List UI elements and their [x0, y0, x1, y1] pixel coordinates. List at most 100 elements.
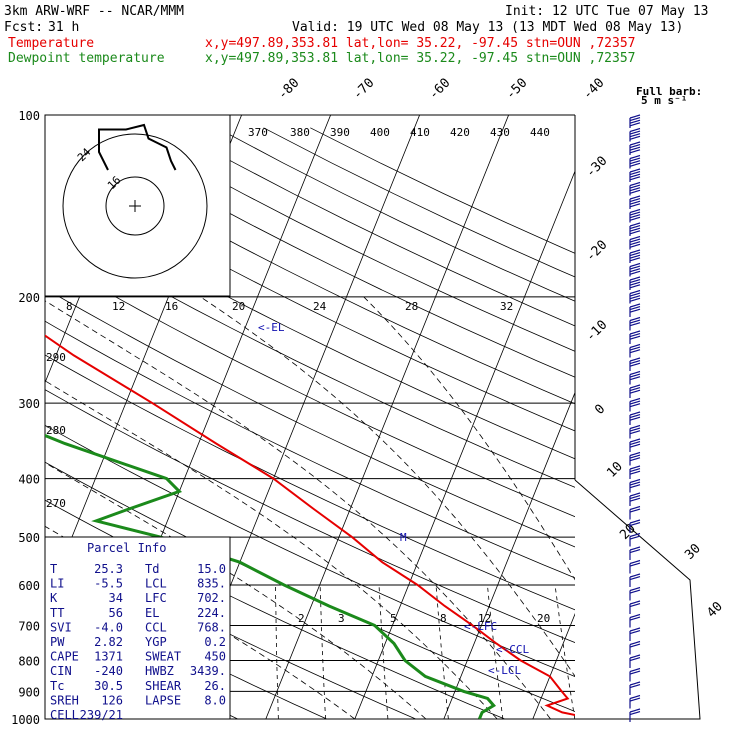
isotherm-line [532, 612, 575, 719]
wind-barb-flag [629, 257, 641, 262]
wind-barb-flag [629, 198, 641, 203]
wind-barb-flag [629, 146, 641, 151]
temperature-location: x,y=497.89,353.81 lat,lon= 35.22, -97.45… [205, 36, 635, 51]
dewpoint-legend: Dewpoint temperature [8, 51, 165, 66]
parcel-key: CIN [50, 664, 72, 678]
dry-adiabat-line [45, 194, 575, 460]
parcel-value: -5.5 [94, 577, 123, 591]
temperature-tick-label: -30 [583, 154, 610, 181]
parcel-value: -240 [94, 664, 123, 678]
wind-barb-flag [629, 254, 641, 259]
wind-barb-flag [629, 711, 641, 716]
wind-barb-flag [629, 262, 641, 268]
wind-barb-flag [629, 586, 641, 592]
forecast-hour: 31 h [48, 20, 79, 35]
wind-barb-flag [629, 117, 641, 122]
wind-barb-flag [629, 600, 641, 605]
wind-barb-flag [629, 208, 641, 214]
parcel-key: EL [145, 606, 159, 620]
wind-barb-flag [629, 519, 641, 524]
parcel-value: 702. [197, 591, 226, 605]
barb-legend-units: 5 m s⁻¹ [641, 94, 687, 107]
wind-barb-flag [629, 333, 641, 338]
theta-label: 400 [370, 126, 390, 139]
temperature-tick-label: -80 [275, 76, 302, 103]
wind-barb-flag [629, 252, 641, 257]
forecast-label: Fcst: [4, 20, 43, 35]
isotherm-line [265, 115, 510, 719]
wind-barb-flag [629, 505, 641, 511]
wind-barb-flag [629, 657, 641, 662]
parcel-key: CCL [145, 620, 167, 634]
wind-barb-flag [629, 484, 641, 489]
mixing-ratio-label: 20 [537, 612, 550, 625]
parcel-key: YGP [145, 635, 167, 649]
pressure-label: 500 [18, 531, 40, 545]
wind-barb-flag [629, 384, 641, 389]
parcel-key: SWEAT [145, 650, 181, 664]
dry-adiabat-line [263, 127, 575, 278]
temperature-tick-label: -10 [583, 318, 610, 345]
parcel-info-frame [44, 536, 231, 720]
theta-label: 290 [46, 351, 66, 364]
pressure-label: 600 [18, 579, 40, 593]
wind-barb-flag [629, 154, 641, 160]
wind-barb-flag [629, 200, 641, 205]
wind-barb-flag [629, 211, 641, 216]
theta-label: 420 [450, 126, 470, 139]
wind-barb-flag [629, 189, 641, 194]
wind-barb-flag [629, 238, 641, 243]
wind-barb-flag [629, 316, 641, 322]
wind-barb-flag [629, 230, 641, 235]
dry-adiabat-line [76, 127, 575, 378]
wind-barb-flag [629, 184, 641, 189]
wind-barb-flag [629, 654, 641, 659]
parcel-value: 56 [109, 606, 123, 620]
wind-barb-flag [629, 478, 641, 484]
wind-barb-flag [629, 465, 641, 470]
pressure-label: 400 [18, 473, 40, 487]
parcel-value: 26. [204, 679, 226, 693]
wind-barb-flag [629, 222, 641, 227]
pressure-label: 200 [18, 291, 40, 305]
parcel-key: SHEAR [145, 679, 182, 693]
theta-label: 270 [46, 497, 66, 510]
moist-adiabat-line [45, 525, 356, 719]
parcel-value: -4.0 [94, 620, 123, 634]
wind-barb-flag [629, 270, 641, 275]
wind-barb-flag [629, 532, 641, 538]
wind-barb-flag [629, 181, 641, 187]
theta-label: 380 [290, 126, 310, 139]
wind-barb-flag [629, 667, 641, 673]
temperature-tick-label: 30 [682, 541, 704, 563]
wind-barb-flag [629, 387, 641, 392]
temperature-tick-label: -70 [350, 76, 377, 103]
wind-barb-flag [629, 451, 641, 457]
parcel-value: 8.0 [204, 693, 226, 707]
wind-barb-flag [629, 708, 641, 713]
wind-barb-flag [629, 214, 641, 219]
wind-barb-flag [629, 681, 641, 686]
wind-barb-flag [629, 297, 641, 302]
dry-adiabat-line [45, 424, 575, 677]
wind-barb-flag [629, 216, 641, 221]
wind-barb-flag [629, 370, 641, 376]
hodograph-ring-outer [62, 133, 208, 279]
wind-barb-flag [629, 114, 641, 119]
wind-barbs [629, 114, 641, 722]
wind-barb-flag [629, 400, 641, 405]
wind-barb-flag [629, 187, 641, 192]
wind-barb-flag [629, 133, 641, 138]
parcel-value: 2.82 [94, 635, 123, 649]
temperature-tick-label: -40 [580, 76, 607, 103]
wind-barb-flag [629, 119, 641, 124]
wind-barb-flag [629, 684, 641, 689]
wind-barb-flag [629, 630, 641, 635]
dry-adiabat-line [216, 127, 575, 302]
wind-barb-flag [629, 643, 641, 648]
wind-barb-flag [629, 424, 641, 430]
hodograph: 24 16 [44, 114, 231, 297]
wind-barb-flag [629, 265, 641, 270]
wind-barb-flag [629, 335, 641, 340]
temperature-tick-label: 0 [592, 402, 608, 418]
